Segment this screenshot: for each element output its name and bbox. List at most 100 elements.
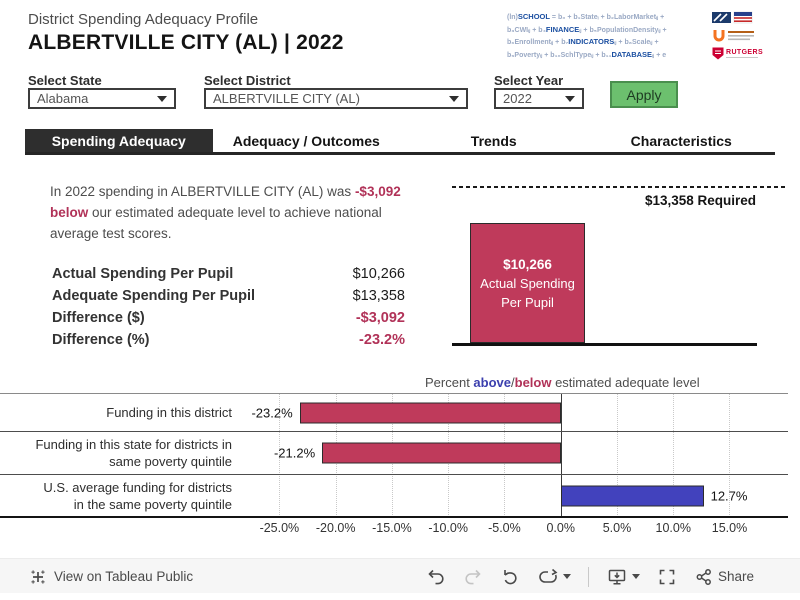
- spending-chart-plot: $10,266 Actual Spending Per Pupil: [452, 187, 757, 343]
- zero-line: [560, 393, 562, 517]
- actual-spending-bar[interactable]: $10,266 Actual Spending Per Pupil: [470, 223, 585, 343]
- bar-name-label: Actual Spending: [480, 275, 575, 291]
- chevron-down-icon: [449, 95, 459, 102]
- x-axis-labels: -25.0% -20.0% -15.0% -10.0% -5.0% 0.0% 5.0% 10.…: [240, 521, 788, 539]
- tableau-logo-icon: [31, 569, 45, 584]
- sfid-formula-logo: (ln)SCHOOL = b₀ + b₁Stateᵢ + b₂LaborMark…: [507, 11, 707, 61]
- refresh-button[interactable]: [537, 567, 571, 587]
- stat-value: $13,358: [352, 288, 405, 304]
- title-above: above: [473, 375, 511, 390]
- formula-line: b₃CWIᵢⱼ + b₄FINANCEᵢⱼ + b₅PopulationDens…: [507, 24, 667, 34]
- formula-line: b₉Povertyᵢⱼ + b₁₀SchlTypeᵢⱼ + b₁₁DATABAS…: [507, 49, 667, 59]
- summary-text: In 2022 spending in ALBERTVILLE CITY (AL…: [50, 184, 355, 199]
- funding-comparison-chart: Funding in this district -23.2% Funding …: [0, 393, 788, 543]
- title-slash: /: [511, 375, 515, 390]
- gridline: [729, 393, 731, 517]
- axis-tick-label: -10.0%: [428, 521, 468, 535]
- refresh-icon: [539, 568, 558, 583]
- stat-value: -23.2%: [359, 332, 405, 348]
- row-label: Funding in this district: [106, 405, 232, 420]
- required-reference-line: [452, 186, 786, 188]
- summary-paragraph: In 2022 spending in ALBERTVILLE CITY (AL…: [50, 181, 425, 244]
- table-row: Difference ($) -$3,092: [52, 307, 405, 329]
- university-miami-logo: [712, 29, 772, 42]
- page-title: ALBERTVILLE CITY (AL) | 2022: [28, 31, 344, 54]
- bar-name-label: Per Pupil: [501, 294, 554, 310]
- row-separator: [0, 474, 788, 475]
- download-button[interactable]: [606, 567, 640, 587]
- chevron-down-icon: [157, 95, 167, 102]
- rutgers-logo: RUTGERS: [712, 47, 772, 60]
- title-text: estimated adequate level: [551, 375, 700, 390]
- year-dropdown[interactable]: 2022: [494, 88, 584, 109]
- revert-button[interactable]: [500, 567, 520, 587]
- row-separator: [0, 431, 788, 432]
- formula-line: (ln)SCHOOL = b₀ + b₁Stateᵢ + b₂LaborMark…: [507, 12, 665, 21]
- stat-label: Difference ($): [52, 310, 145, 326]
- gridline: [616, 393, 618, 517]
- tab-adequacy-outcomes[interactable]: Adequacy / Outcomes: [212, 129, 400, 152]
- tab-characteristics[interactable]: Characteristics: [587, 129, 775, 152]
- spending-adequacy-chart: $13,358 Required $10,266 Actual Spending…: [452, 170, 788, 350]
- select-district-label: Select District: [204, 73, 291, 88]
- chevron-down-icon: [631, 574, 640, 579]
- tab-trends[interactable]: Trends: [400, 129, 588, 152]
- bar-value-label: -21.2%: [273, 445, 316, 461]
- chevron-down-icon: [565, 95, 575, 102]
- state-dropdown-value: Alabama: [37, 91, 89, 106]
- rutgers-subline: [726, 57, 758, 58]
- district-dropdown[interactable]: ALBERTVILLE CITY (AL): [204, 88, 468, 109]
- stat-value: -$3,092: [355, 310, 405, 326]
- redo-button[interactable]: [463, 567, 483, 587]
- axis-tick-label: 15.0%: [711, 521, 748, 535]
- x-axis-line: [0, 516, 788, 518]
- shanker-institute-logo: [712, 11, 772, 24]
- state-funding-bar[interactable]: [322, 442, 561, 464]
- tab-spending-adequacy[interactable]: Spending Adequacy: [25, 129, 213, 152]
- apply-button[interactable]: Apply: [610, 81, 678, 108]
- row-plot: -21.2%: [240, 432, 788, 474]
- axis-tick-label: -5.0%: [488, 521, 521, 535]
- us-funding-bar[interactable]: [560, 485, 704, 506]
- undo-button[interactable]: [426, 567, 446, 587]
- chevron-down-icon: [562, 574, 571, 579]
- rutgers-wordmark: RUTGERS: [726, 49, 764, 56]
- revert-icon: [504, 569, 517, 584]
- formula-line: b₆Enrollmentᵢⱼ + b₇INDICATORSᵢⱼ + b₈Scal…: [507, 37, 659, 46]
- gridline: [279, 393, 281, 517]
- share-button[interactable]: Share: [694, 567, 754, 587]
- title-below: below: [514, 375, 552, 390]
- bar-value-label: 12.7%: [710, 488, 748, 503]
- state-dropdown[interactable]: Alabama: [28, 88, 176, 109]
- chart-row-us: U.S. average funding for districts in th…: [0, 475, 788, 516]
- axis-tick-label: 10.0%: [655, 521, 691, 535]
- spending-stats-table: Actual Spending Per Pupil $10,266 Adequa…: [52, 263, 405, 351]
- share-label: Share: [717, 569, 754, 584]
- bar-value-label: $10,266: [503, 256, 552, 272]
- select-state-label: Select State: [28, 73, 102, 88]
- row-plot: 12.7%: [240, 475, 788, 516]
- axis-tick-label: -20.0%: [315, 521, 356, 535]
- stat-value: $10,266: [352, 266, 405, 282]
- toolbar-divider: [587, 566, 589, 587]
- row-label: Funding in this state for districts in s…: [35, 437, 232, 469]
- summary-text: our estimated adequate level to achieve …: [50, 205, 382, 241]
- table-row: Actual Spending Per Pupil $10,266: [52, 263, 405, 285]
- gridline: [673, 393, 675, 517]
- table-row: Adequate Spending Per Pupil $13,358: [52, 285, 405, 307]
- axis-tick-label: 5.0%: [602, 521, 632, 535]
- district-dropdown-value: ALBERTVILLE CITY (AL): [213, 91, 360, 106]
- fullscreen-button[interactable]: [657, 567, 677, 587]
- row-label: U.S. average funding for districts in th…: [43, 479, 232, 512]
- axis-tick-label: -25.0%: [259, 521, 300, 535]
- axis-tick-label: -15.0%: [372, 521, 412, 535]
- stat-label: Difference (%): [52, 332, 150, 348]
- district-funding-bar[interactable]: [299, 402, 561, 423]
- view-on-tableau-link[interactable]: View on Tableau Public: [30, 559, 193, 594]
- select-year-label: Select Year: [494, 73, 564, 88]
- title-text: Percent: [425, 375, 474, 390]
- year-dropdown-value: 2022: [503, 91, 532, 106]
- partner-logos: RUTGERS: [712, 11, 772, 65]
- dashboard-subtitle: District Spending Adequacy Profile: [28, 11, 259, 28]
